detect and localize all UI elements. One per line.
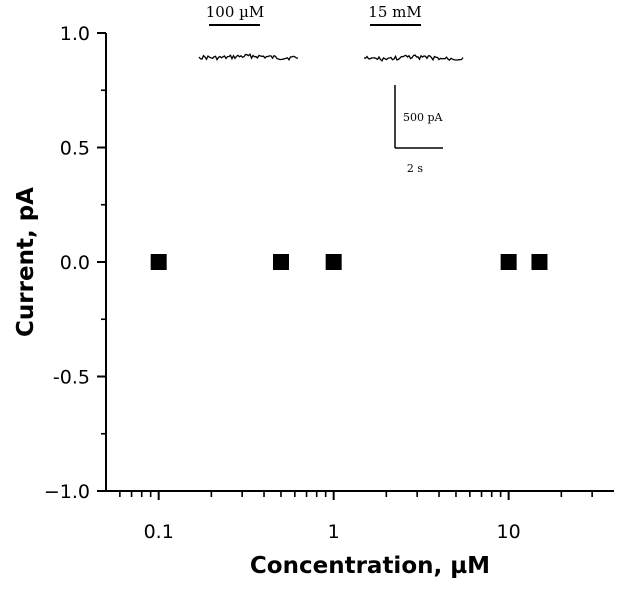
y-axis-ticks: 1.0 0.5 0.0 -0.5 −1.0 [44, 23, 106, 503]
data-point-square [531, 254, 548, 270]
data-point-square [325, 254, 342, 270]
data-point-square [150, 254, 167, 270]
inset-bar-2-label: 15 mM [368, 3, 421, 21]
x-tick-label: 1 [328, 521, 340, 543]
inset-recording: 100 µM 15 mM 500 pA 2 s [198, 3, 464, 175]
data-points [150, 254, 548, 270]
inset-bar-1-label: 100 µM [206, 3, 265, 21]
x-axis-ticks: 0.1 1 10 [119, 491, 593, 543]
y-tick-label: 0.0 [60, 252, 90, 274]
y-tick-label: 0.5 [60, 138, 90, 160]
y-axis-title: Current, pA [13, 187, 39, 337]
scale-bar-vertical-label: 500 pA [403, 111, 444, 124]
y-tick-label: -0.5 [53, 367, 90, 389]
y-tick-label: −1.0 [44, 481, 90, 503]
data-point-square [500, 254, 517, 270]
scale-bar-horizontal-label: 2 s [407, 162, 423, 175]
inset-trace-1 [198, 53, 299, 62]
x-axis-title: Concentration, µM [250, 553, 490, 579]
x-tick-label: 0.1 [144, 521, 174, 543]
data-point-square [272, 254, 289, 270]
y-tick-label: 1.0 [60, 23, 90, 45]
x-tick-label: 10 [497, 521, 521, 543]
inset-trace-2 [363, 54, 464, 62]
